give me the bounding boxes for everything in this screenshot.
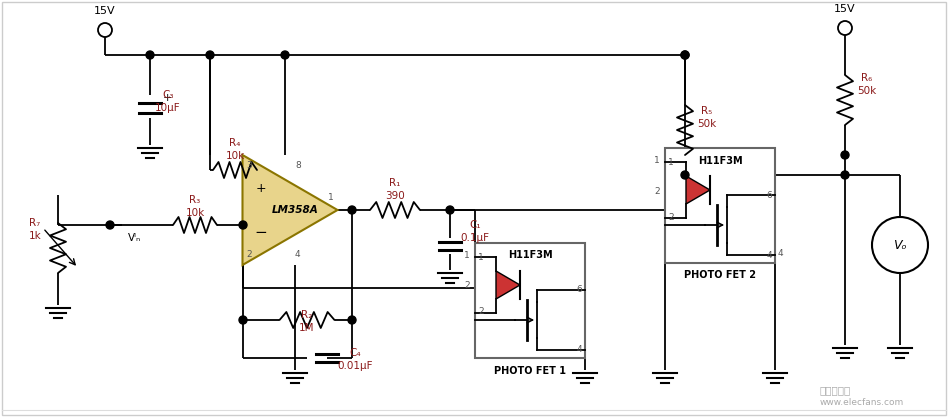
- Text: 10μF: 10μF: [155, 103, 181, 113]
- Text: 10k: 10k: [226, 151, 245, 161]
- Text: 50k: 50k: [698, 119, 717, 129]
- Text: R₅: R₅: [702, 106, 713, 116]
- Text: 4: 4: [778, 249, 784, 258]
- Circle shape: [446, 206, 454, 214]
- Polygon shape: [243, 155, 337, 265]
- Text: 15V: 15V: [834, 4, 856, 14]
- Text: Vᴵₙ: Vᴵₙ: [128, 233, 141, 243]
- Circle shape: [841, 171, 849, 179]
- Circle shape: [281, 51, 289, 59]
- Text: 2: 2: [246, 250, 252, 259]
- Text: PHOTO FET 2: PHOTO FET 2: [684, 271, 756, 281]
- Text: 390: 390: [385, 191, 405, 201]
- Text: 4: 4: [576, 346, 582, 354]
- Text: 15V: 15V: [94, 6, 116, 16]
- Text: 2: 2: [654, 186, 660, 196]
- Text: 1: 1: [465, 251, 470, 259]
- Text: −: −: [254, 224, 267, 239]
- Circle shape: [348, 206, 356, 214]
- Text: R₃: R₃: [190, 195, 201, 205]
- Text: R₁: R₁: [390, 178, 401, 188]
- Text: C₄: C₄: [349, 348, 361, 358]
- Text: 1: 1: [668, 158, 674, 166]
- Text: 1M: 1M: [300, 323, 315, 333]
- Text: 2: 2: [668, 213, 674, 221]
- Text: 1: 1: [654, 156, 660, 164]
- Circle shape: [106, 221, 114, 229]
- Text: 0.1μF: 0.1μF: [461, 233, 489, 243]
- Circle shape: [206, 51, 214, 59]
- Text: C₃: C₃: [162, 90, 173, 100]
- Text: +: +: [255, 181, 265, 194]
- Circle shape: [239, 316, 247, 324]
- Text: 50k: 50k: [857, 86, 877, 96]
- Text: PHOTO FET 1: PHOTO FET 1: [494, 365, 566, 375]
- Text: R₄: R₄: [229, 138, 241, 148]
- Text: H11F3M: H11F3M: [698, 156, 742, 166]
- Text: 8: 8: [295, 161, 301, 170]
- Text: R₂: R₂: [301, 310, 313, 320]
- Text: Vₒ: Vₒ: [893, 239, 907, 251]
- Text: 10k: 10k: [186, 208, 205, 218]
- Text: 1: 1: [478, 253, 483, 261]
- FancyBboxPatch shape: [475, 243, 585, 357]
- Text: 6: 6: [576, 286, 582, 294]
- Text: 6: 6: [766, 191, 772, 199]
- Circle shape: [681, 51, 689, 59]
- Text: www.elecfans.com: www.elecfans.com: [820, 398, 904, 407]
- Text: 0.01μF: 0.01μF: [337, 361, 373, 371]
- Circle shape: [872, 217, 928, 273]
- Text: 1k: 1k: [28, 231, 42, 241]
- Circle shape: [681, 51, 689, 59]
- FancyBboxPatch shape: [665, 148, 775, 262]
- Circle shape: [838, 21, 852, 35]
- Circle shape: [841, 151, 849, 159]
- Text: H11F3M: H11F3M: [508, 251, 553, 261]
- Text: 4: 4: [766, 251, 772, 259]
- Text: C₁: C₁: [469, 220, 481, 230]
- Text: R₇: R₇: [29, 218, 41, 228]
- Text: 2: 2: [465, 281, 470, 291]
- Text: +: +: [163, 93, 173, 103]
- Polygon shape: [496, 271, 520, 299]
- Circle shape: [98, 23, 112, 37]
- Text: 1: 1: [328, 193, 334, 202]
- Circle shape: [146, 51, 154, 59]
- Circle shape: [239, 221, 247, 229]
- Circle shape: [348, 316, 356, 324]
- Text: 4: 4: [295, 250, 301, 259]
- Text: LM358A: LM358A: [272, 205, 319, 215]
- Circle shape: [681, 171, 689, 179]
- Text: 2: 2: [478, 307, 483, 317]
- Text: 3: 3: [246, 161, 252, 170]
- Polygon shape: [686, 176, 710, 204]
- Text: R₆: R₆: [862, 73, 872, 83]
- Text: 电子发烧友: 电子发烧友: [820, 385, 851, 395]
